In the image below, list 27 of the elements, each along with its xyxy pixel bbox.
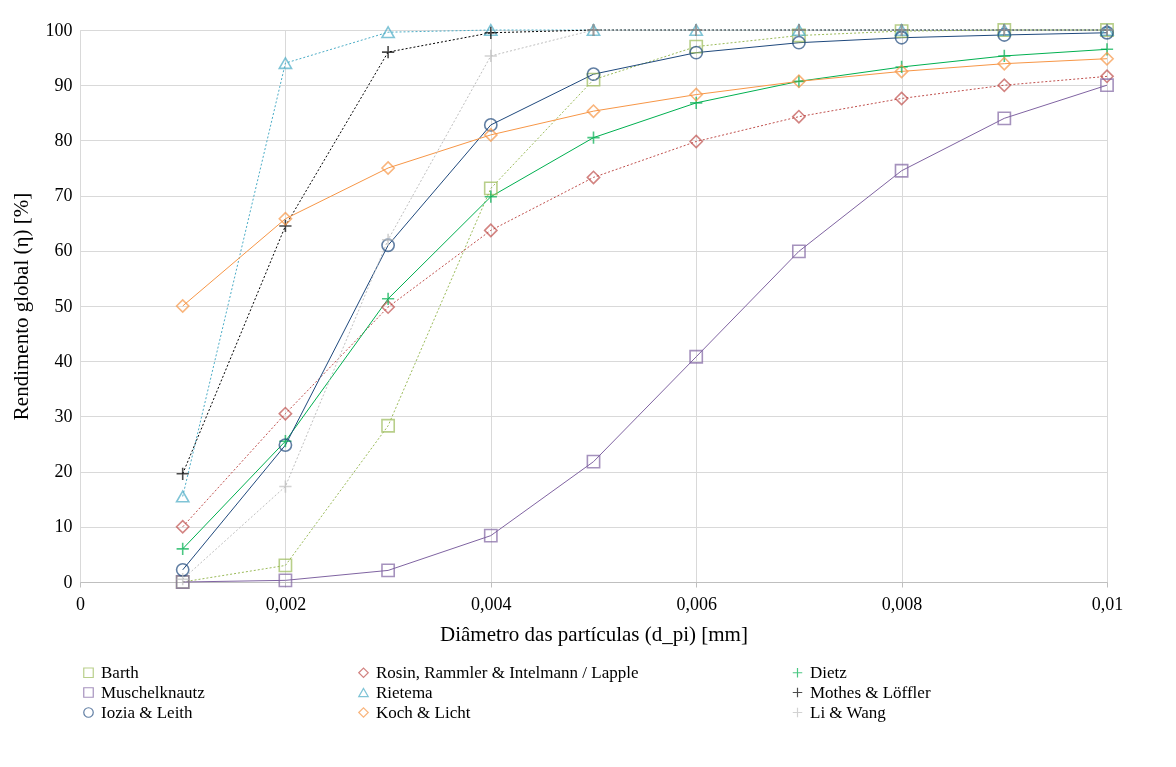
legend-label: Li & Wang	[810, 702, 887, 722]
y-tick-label: 100	[45, 19, 73, 40]
x-tick-label: 0,006	[676, 593, 717, 614]
y-tick-label: 30	[54, 405, 73, 426]
y-tick-label: 10	[54, 516, 73, 537]
legend-label: Iozia & Leith	[101, 702, 194, 722]
legend-label: Rietema	[376, 682, 434, 702]
x-axis-title: Diâmetro das partículas (d_pi) [mm]	[440, 621, 748, 646]
legend-label: Muschelknautz	[101, 682, 206, 702]
x-tick-label: 0,002	[265, 593, 307, 614]
y-axis-title: Rendimento global (η) [%]	[8, 192, 33, 421]
legend-label: Dietz	[810, 662, 848, 682]
legend-label: Barth	[101, 662, 140, 682]
y-tick-label: 90	[54, 74, 73, 95]
y-tick-label: 60	[54, 240, 73, 261]
y-tick-label: 70	[54, 185, 73, 206]
legend-label: Mothes & Löffler	[810, 682, 931, 702]
y-tick-label: 80	[54, 129, 73, 150]
legend-label: Koch & Licht	[376, 702, 471, 722]
x-tick-label: 0,008	[881, 593, 923, 614]
y-tick-label: 40	[54, 350, 73, 371]
x-tick-label: 0,01	[1091, 593, 1124, 614]
y-tick-label: 20	[54, 461, 73, 482]
x-tick-label: 0,004	[471, 593, 512, 614]
y-tick-label: 50	[54, 295, 73, 316]
y-tick-label: 0	[63, 571, 73, 592]
legend-label: Rosin, Rammler & Intelmann / Lapple	[376, 662, 639, 682]
